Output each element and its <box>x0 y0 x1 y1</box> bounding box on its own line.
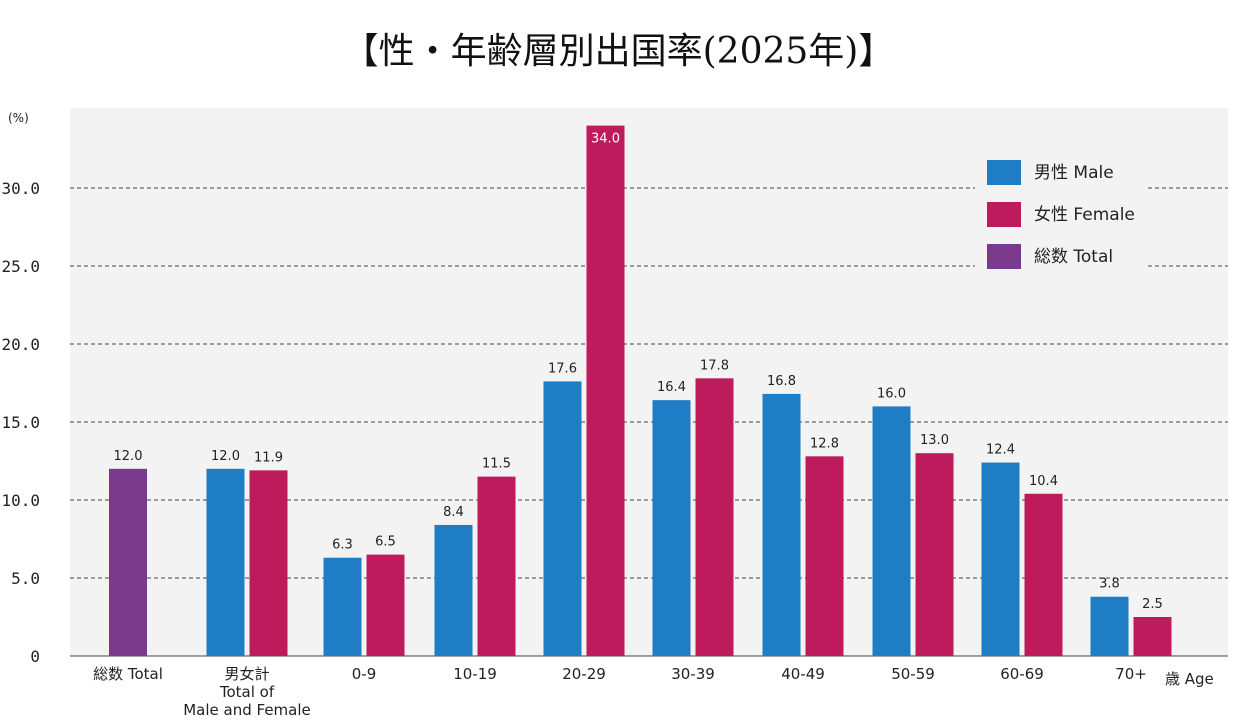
bar-female <box>586 125 625 657</box>
category-label: Male and Female <box>183 701 311 719</box>
legend-swatch <box>987 202 1021 227</box>
data-label: 12.4 <box>986 443 1015 458</box>
bar-total <box>109 468 147 656</box>
bar-female <box>915 453 954 656</box>
chart-title: 【性・年齢層別出国率(2025年)】 <box>342 31 895 72</box>
y-tick-label: 5.0 <box>11 569 40 588</box>
y-tick-label: 15.0 <box>1 413 40 432</box>
data-label: 12.0 <box>211 449 240 464</box>
bar-female <box>1133 617 1172 656</box>
bar-male <box>652 400 691 656</box>
data-label: 8.4 <box>443 505 464 520</box>
legend-label: 男性 Male <box>1034 163 1114 183</box>
data-label: 10.4 <box>1029 474 1058 489</box>
x-axis-unit-label: 歳 Age <box>1165 670 1214 688</box>
bar-female <box>249 470 288 656</box>
legend-label: 総数 Total <box>1034 247 1113 267</box>
category-label: 30-39 <box>671 665 715 683</box>
category-label: 0-9 <box>352 665 377 683</box>
data-label: 2.5 <box>1142 597 1163 612</box>
bar-male <box>543 381 582 656</box>
y-tick-label: 25.0 <box>1 257 40 276</box>
category-label: 20-29 <box>562 665 606 683</box>
legend-swatch <box>987 244 1021 269</box>
bar-male <box>206 468 245 656</box>
category-label: 70+ <box>1115 665 1147 683</box>
bar-male <box>1090 596 1129 656</box>
bars <box>109 125 1172 657</box>
bar-male <box>323 557 362 656</box>
data-label: 17.8 <box>700 358 729 373</box>
legend: 男性 Male 女性 Female 総数 Total <box>975 148 1145 278</box>
data-label: 16.4 <box>657 380 686 395</box>
category-label: 40-49 <box>781 665 825 683</box>
category-label: 10-19 <box>453 665 497 683</box>
data-label: 11.5 <box>482 457 511 472</box>
bar-female <box>1024 493 1063 656</box>
bar-male <box>762 393 801 656</box>
data-label: 16.0 <box>877 386 906 401</box>
y-tick-label: 20.0 <box>1 335 40 354</box>
category-label: Total of <box>219 683 275 701</box>
legend-label: 女性 Female <box>1034 205 1135 225</box>
data-label: 3.8 <box>1099 577 1120 592</box>
legend-swatch <box>987 160 1021 185</box>
category-label: 50-59 <box>891 665 935 683</box>
y-tick-label: 0 <box>30 647 40 666</box>
data-label: 6.5 <box>375 535 396 550</box>
data-label: 13.0 <box>920 433 949 448</box>
category-label: 総数 Total <box>93 665 163 683</box>
bar-female <box>477 476 516 656</box>
data-label: 11.9 <box>254 450 283 465</box>
data-label: 16.8 <box>767 374 796 389</box>
category-label: 60-69 <box>1000 665 1044 683</box>
y-tick-label: 10.0 <box>1 491 40 510</box>
category-label: 男女計 <box>224 665 269 683</box>
data-label: 12.8 <box>810 436 839 451</box>
data-label: 17.6 <box>548 361 577 376</box>
bar-male <box>872 406 911 656</box>
bar-female <box>695 378 734 656</box>
bar-female <box>366 554 405 656</box>
data-labels: 12.0 12.0 11.9 6.3 6.5 8.4 11.5 17.6 34.0 16.4 17.… <box>114 132 1163 612</box>
bar-male <box>434 524 473 656</box>
bar-male <box>981 462 1020 656</box>
bar-female <box>805 456 844 656</box>
y-axis-ticks: 0 5.0 10.0 15.0 20.0 25.0 30.0 <box>1 179 40 666</box>
data-label: 12.0 <box>114 449 143 464</box>
y-axis-unit-label: (%) <box>8 111 29 125</box>
data-label: 6.3 <box>332 538 353 553</box>
data-label: 34.0 <box>591 132 620 147</box>
y-tick-label: 30.0 <box>1 179 40 198</box>
